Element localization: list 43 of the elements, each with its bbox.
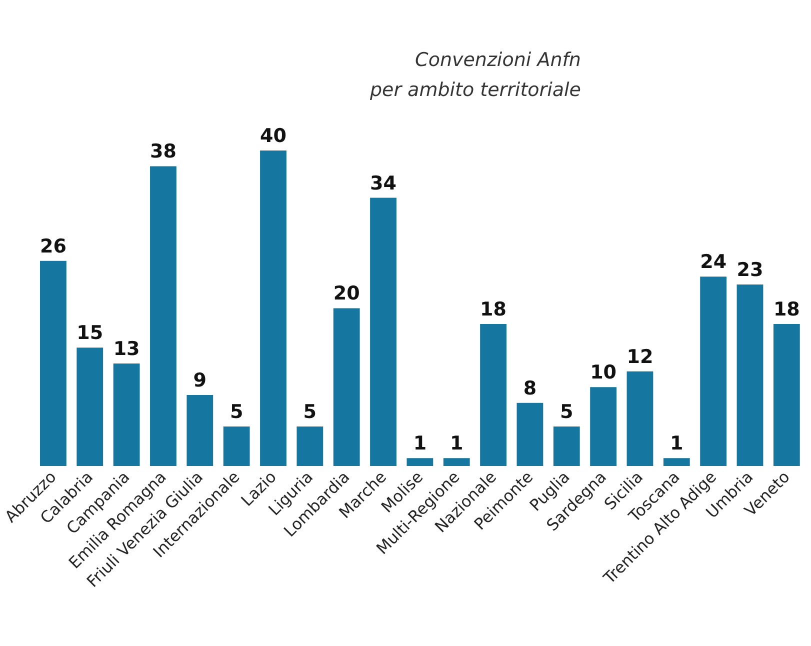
bar bbox=[186, 395, 214, 466]
data-label: 38 bbox=[150, 140, 176, 163]
bar bbox=[480, 324, 506, 466]
bar bbox=[516, 402, 544, 466]
data-label: 13 bbox=[113, 338, 140, 360]
data-label: 18 bbox=[773, 298, 800, 320]
data-label: 5 bbox=[303, 401, 317, 424]
data-label: 9 bbox=[193, 370, 207, 392]
data-label: 20 bbox=[333, 282, 360, 305]
bar bbox=[443, 458, 470, 466]
bar bbox=[40, 260, 66, 466]
bar bbox=[150, 166, 176, 466]
bar bbox=[76, 348, 104, 466]
data-label: 18 bbox=[480, 298, 507, 320]
bar bbox=[113, 363, 140, 466]
data-label: 10 bbox=[590, 362, 617, 384]
data-label: 23 bbox=[736, 259, 764, 282]
bar bbox=[370, 198, 396, 466]
data-label: 26 bbox=[40, 235, 66, 258]
data-label: 12 bbox=[626, 346, 654, 368]
chart-title: Convenzioni Anfn per ambito territoriale bbox=[368, 49, 581, 101]
data-label: 24 bbox=[700, 251, 727, 274]
bar bbox=[406, 458, 434, 466]
bar bbox=[333, 308, 360, 466]
bar bbox=[223, 426, 250, 466]
data-label: 1 bbox=[670, 432, 684, 455]
data-label: 1 bbox=[413, 432, 427, 455]
data-label: 34 bbox=[370, 172, 396, 194]
data-label: 1 bbox=[450, 432, 464, 455]
bar bbox=[553, 426, 580, 466]
data-label: 40 bbox=[260, 124, 286, 147]
data-label: 5 bbox=[560, 401, 574, 424]
bar bbox=[773, 324, 800, 466]
bar bbox=[700, 276, 727, 466]
bar bbox=[296, 426, 324, 466]
bar bbox=[626, 371, 654, 466]
data-label: 8 bbox=[523, 377, 537, 400]
data-label: 15 bbox=[76, 322, 104, 344]
bar bbox=[736, 284, 764, 466]
data-label: 5 bbox=[230, 401, 244, 424]
bar bbox=[590, 387, 616, 466]
bar bbox=[663, 458, 690, 466]
bar bbox=[260, 150, 286, 466]
